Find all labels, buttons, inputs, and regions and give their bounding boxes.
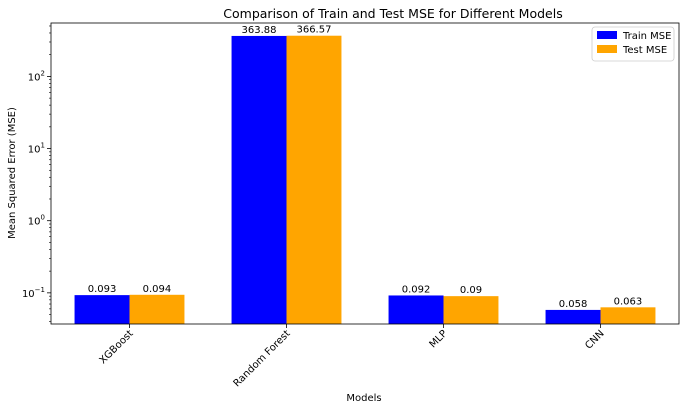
bar-train-2 xyxy=(388,295,444,324)
bar-test-1 xyxy=(286,35,342,324)
bar-test-2 xyxy=(443,296,499,324)
chart-title: Comparison of Train and Test MSE for Dif… xyxy=(223,6,562,21)
bar-train-3 xyxy=(545,309,601,324)
bar-test-3 xyxy=(600,307,656,324)
bar-test-0 xyxy=(129,294,185,324)
legend-label: Test MSE xyxy=(622,45,667,56)
bar-train-1 xyxy=(231,35,287,324)
legend: Train MSE Test MSE xyxy=(591,26,675,62)
data-label: 0.063 xyxy=(614,296,643,307)
bar-train-0 xyxy=(74,295,130,324)
x-tick-label: CNN xyxy=(583,328,606,351)
data-label: 0.092 xyxy=(402,284,431,295)
data-label: 366.57 xyxy=(296,25,331,36)
axes-frame xyxy=(50,22,680,325)
data-label: 0.093 xyxy=(88,284,117,295)
data-label: 0.058 xyxy=(559,299,588,310)
data-label: 0.094 xyxy=(143,284,172,295)
legend-swatch xyxy=(597,45,617,53)
x-tick-label: Random Forest xyxy=(232,328,293,389)
y-axis-label: Mean Squared Error (MSE) xyxy=(7,107,18,239)
x-tick-label: MLP xyxy=(428,328,450,350)
y-tick-label: 101 xyxy=(28,142,45,156)
plot-area: 0.093 0.094 XGBoost 363.88 366.57 Random Fore… xyxy=(22,22,680,389)
data-label: 363.88 xyxy=(242,25,277,36)
y-tick-label: 100 xyxy=(28,214,45,228)
y-tick-label: 102 xyxy=(28,69,45,83)
x-tick-label: XGBoost xyxy=(98,328,136,366)
legend-label: Train MSE xyxy=(622,31,671,42)
y-tick-label: 10−1 xyxy=(22,286,45,300)
data-label: 0.09 xyxy=(460,285,482,296)
x-axis-label: Models xyxy=(346,393,381,404)
legend-swatch xyxy=(597,31,617,39)
